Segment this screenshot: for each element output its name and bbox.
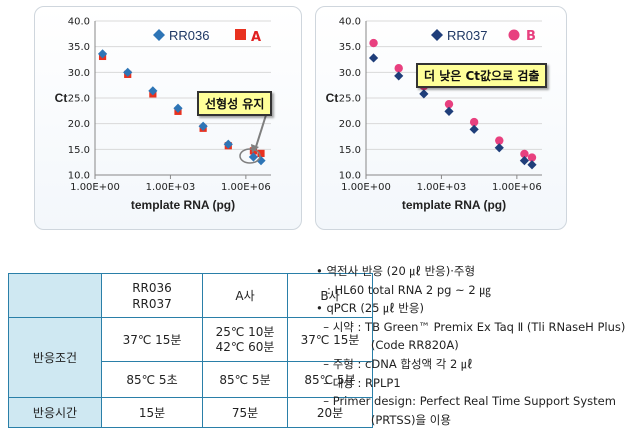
- table-cell: 15분: [101, 397, 203, 428]
- note-line: – 대상 : RPLP1: [316, 375, 401, 390]
- y-tick-label: 15.0: [339, 145, 361, 156]
- table-cell: 85℃ 5분: [287, 361, 373, 398]
- header-company-b: B사: [287, 273, 373, 318]
- note-line: • 역전사 반응 (20 ㎕ 반응)·주형: [316, 264, 476, 278]
- y-tick-label: 10.0: [339, 171, 361, 182]
- legend-marker-rr036: [153, 29, 165, 41]
- table-corner-cell: [8, 273, 102, 318]
- callout-arrow-head: [251, 144, 259, 153]
- legend-label-rr037: RR037: [447, 28, 487, 43]
- callout-arrow: [254, 114, 267, 151]
- chart-left: 10.0 15.0 20.0 25.0 30.0 35.0 40.0 1.00E+00 1.00…: [55, 17, 271, 212]
- x-tick-label: 1.00E+03: [417, 182, 467, 193]
- annotation-callout: 더 낮은 Ct값으로 검출: [416, 63, 548, 88]
- y-tick-label: 20.0: [68, 119, 90, 130]
- data-point-rr036: [97, 49, 108, 59]
- note-line: – 시약 : TB Green™ Premix Ex Taq Ⅱ (Tli RN…: [316, 319, 626, 334]
- legend-marker-b: [508, 29, 520, 41]
- data-point-b: [527, 153, 537, 162]
- x-axis-label: template RNA (pg): [402, 198, 506, 212]
- data-point-rr037: [519, 156, 530, 166]
- table-row: 반응시간 15분 75분 20분: [8, 397, 373, 428]
- y-tick-label: 15.0: [68, 145, 90, 156]
- data-point-b: [520, 149, 529, 159]
- data-point-rr037: [368, 53, 379, 63]
- data-point-rr036: [248, 152, 259, 162]
- conditions-table: RR036 RR037 A사 B사 반응조건 37℃ 15분 25℃ 10분 4…: [8, 273, 373, 428]
- data-point-rr037: [394, 71, 404, 81]
- data-point-rr037: [527, 160, 537, 170]
- header-rr036-rr037: RR036 RR037: [101, 273, 203, 318]
- data-point-b: [444, 99, 454, 109]
- y-tick-label: 10.0: [68, 171, 90, 182]
- y-tick-label: 35.0: [68, 42, 90, 53]
- legend-marker-a: [235, 29, 246, 40]
- legend-label-a: A: [251, 30, 261, 45]
- y-axis-label: Ct: [326, 91, 339, 105]
- table-cell: 85℃ 5분: [202, 361, 288, 398]
- data-point-rr037: [419, 89, 429, 99]
- table-cell: 37℃ 15분: [101, 317, 203, 362]
- x-tick-label: 1.00E+00: [341, 182, 391, 193]
- data-point-b: [495, 136, 504, 145]
- table-cell: 25℃ 10분 42℃ 60분: [202, 317, 288, 362]
- experiment-notes: • 역전사 반응 (20 ㎕ 반응)·주형 : HL60 total RNA 2…: [316, 262, 625, 429]
- data-point-rr036: [198, 121, 208, 131]
- x-axis-label: template RNA (pg): [131, 198, 235, 212]
- data-point-rr036: [123, 67, 133, 77]
- note-line: : HL60 total RNA 2 pg ~ 2 ㎍: [316, 282, 491, 297]
- chart-panel-left: 10.0 15.0 20.0 25.0 30.0 35.0 40.0 1.00E+00 1.00…: [34, 6, 302, 230]
- note-line: – 주형 : cDNA 합성액 각 2 ㎕: [316, 356, 473, 371]
- x-tick-label: 1.00E+03: [146, 182, 196, 193]
- y-tick-label: 25.0: [68, 94, 90, 105]
- x-tick-label: 1.00E+06: [492, 182, 542, 193]
- note-line: – Primer design: Perfect Real Time Suppo…: [316, 394, 616, 409]
- data-point-rr037: [469, 124, 479, 134]
- table-cell: 37℃ 15분: [287, 317, 373, 362]
- data-point-b: [369, 38, 378, 48]
- y-tick-label: 20.0: [339, 119, 361, 130]
- data-point-rr036: [173, 103, 183, 113]
- data-point-rr036: [148, 86, 158, 96]
- chart-right: 10.0 15.0 20.0 25.0 30.0 35.0 40.0 1.00E+00 1.00…: [326, 17, 542, 212]
- x-tick-label: 1.00E+06: [221, 182, 271, 193]
- y-tick-label: 25.0: [339, 94, 361, 105]
- note-line: (Code RR820A): [316, 338, 459, 353]
- legend-label-b: B: [526, 29, 536, 44]
- data-point-rr037: [444, 106, 454, 116]
- chart-panel-right: 10.0 15.0 20.0 25.0 30.0 35.0 40.0 1.00E+00 1.00…: [315, 6, 567, 230]
- highlight-ellipse: [239, 148, 261, 164]
- data-point-rr037: [494, 143, 504, 153]
- table-cell: 75분: [202, 397, 288, 428]
- y-tick-label: 35.0: [339, 42, 361, 53]
- annotation-callout: 선형성 유지: [197, 91, 273, 116]
- x-tick-label: 1.00E+00: [70, 182, 120, 193]
- legend-label-rr036: RR036: [169, 28, 209, 43]
- data-point-a: [257, 149, 265, 158]
- table-cell: 20분: [287, 397, 373, 428]
- row-label-conditions: 반응조건: [8, 317, 102, 398]
- data-point-b: [394, 64, 403, 73]
- note-line: • qPCR (25 ㎕ 반응): [316, 301, 424, 316]
- y-tick-label: 30.0: [339, 68, 361, 79]
- y-tick-label: 30.0: [68, 68, 90, 79]
- table-row: 반응조건 37℃ 15분 25℃ 10분 42℃ 60분 37℃ 15분: [8, 317, 373, 398]
- data-point-rr036: [223, 139, 233, 149]
- y-tick-label: 40.0: [339, 17, 361, 28]
- table-cell: 85℃ 5초: [101, 361, 203, 398]
- row-label-reaction-time: 반응시간: [8, 397, 102, 428]
- header-company-a: A사: [202, 273, 288, 318]
- note-line: (PRTSS)을 이용: [316, 412, 451, 427]
- data-point-b: [469, 117, 479, 127]
- table-header-row: RR036 RR037 A사 B사: [8, 273, 373, 318]
- y-tick-label: 40.0: [68, 17, 90, 28]
- y-axis-label: Ct: [55, 91, 68, 105]
- legend-marker-rr037: [431, 29, 443, 41]
